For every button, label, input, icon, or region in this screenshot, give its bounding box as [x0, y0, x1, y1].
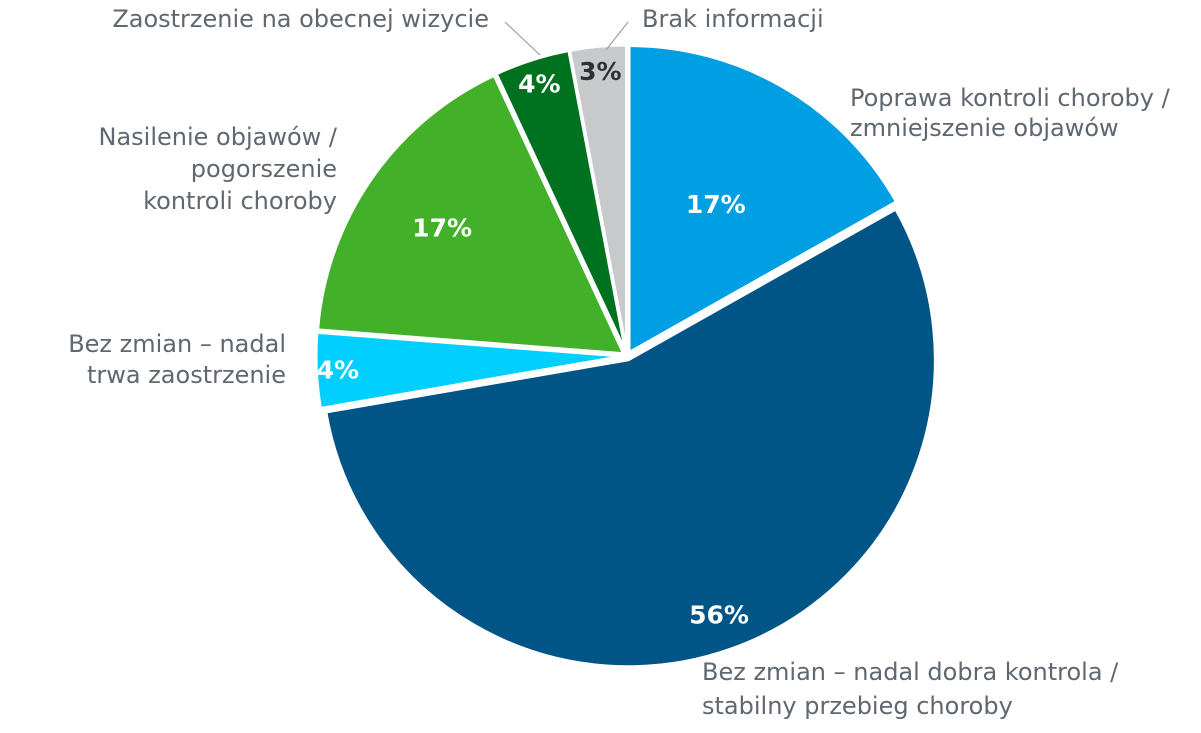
pie-slice-3: [316, 73, 626, 356]
pie-slice-5: [568, 43, 629, 354]
leader-lines: [504, 21, 629, 56]
category-label-0: Poprawa kontroli choroby / zmniejszenie o…: [850, 84, 1171, 142]
pie-slice-0: [627, 44, 898, 355]
category-labels: Poprawa kontroli choroby / zmniejszenie o…: [68, 5, 1170, 720]
category-label-1: Bez zmian – nadal dobra kontrola / stabil…: [702, 658, 1119, 720]
leader-line-5: [605, 21, 629, 51]
category-label-4: Zaostrzenie na obecnej wizycie: [112, 5, 489, 33]
value-label-4: 4%: [518, 69, 560, 98]
pie-slice-1: [324, 207, 937, 669]
value-label-5: 3%: [579, 57, 621, 86]
value-label-2: 4%: [317, 356, 359, 385]
pie-slices: [314, 43, 937, 669]
value-labels: 17% 56% 4% 17% 4% 3%: [317, 57, 749, 629]
value-label-1: 56%: [689, 600, 749, 629]
value-label-3: 17%: [412, 214, 472, 243]
value-label-0: 17%: [686, 190, 746, 219]
category-label-5: Brak informacji: [642, 5, 824, 33]
category-label-3: Nasilenie objawów / pogorszenie kontroli c…: [99, 123, 338, 215]
leader-line-4: [504, 21, 541, 56]
pie-slice-2: [314, 330, 625, 410]
category-label-2: Bez zmian – nadal trwa zaostrzenie: [68, 330, 286, 389]
